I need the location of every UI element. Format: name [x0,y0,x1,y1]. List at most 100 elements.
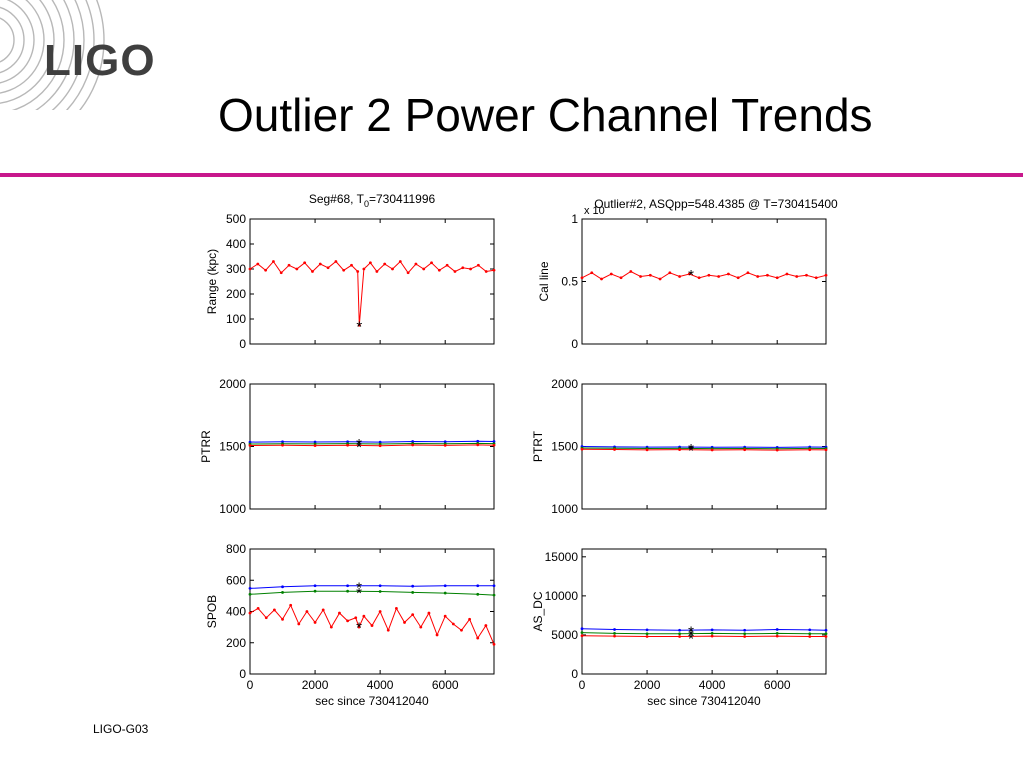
data-point [378,444,382,448]
data-point [411,591,415,594]
y-axis-label: Cal line [537,261,551,301]
data-point [707,273,711,277]
axis-exponent: x 10 [584,205,605,217]
ligo-logo: LIGO [44,36,156,85]
data-point [248,592,252,596]
y-tick-label: 1500 [551,440,578,454]
x-tick-label: 0 [579,678,586,692]
data-point [321,608,325,612]
plot-title-tail: =730411996 [369,192,436,206]
data-point [645,635,649,638]
data-point [697,276,701,280]
data-point [279,271,283,275]
data-point [375,270,379,273]
series-line-3 [581,635,826,638]
outlier-marker: * [356,585,362,602]
data-point [326,266,330,270]
data-point [743,632,747,636]
data-point [743,628,747,632]
data-point [710,634,714,638]
y-tick-label: 800 [226,542,246,556]
data-point [427,611,431,615]
y-tick-label: 0 [571,667,578,681]
data-point [443,584,447,588]
data-point [805,273,808,277]
data-point [354,616,358,620]
data-point [281,443,284,447]
data-point [736,276,740,280]
data-point [727,272,730,276]
y-tick-label: 0.5 [561,275,578,289]
plot-frame [581,548,827,675]
data-point [264,268,268,272]
data-point [460,628,463,632]
outlier-marker: * [688,627,694,644]
y-tick-label: 2000 [551,377,578,391]
y-tick-label: 500 [226,212,246,226]
data-point [824,632,828,636]
data-point [492,268,496,272]
data-point [411,443,415,447]
y-tick-label: 0 [239,667,246,681]
data-point [645,448,649,452]
outlier-marker: * [356,619,362,636]
outlier-marker: * [688,441,694,458]
data-point [386,628,390,632]
data-point [645,628,649,632]
data-point [743,448,747,452]
plot-title-main: Seg#68, T [309,192,365,206]
data-point [318,262,322,266]
x-axis-label: sec since 730412040 [315,694,429,708]
data-point [368,261,372,265]
data-point [350,263,353,267]
data-point [329,625,333,629]
data-point [492,440,496,443]
data-point [411,584,415,588]
data-point [435,633,439,637]
y-tick-label: 10000 [545,589,579,603]
data-point [492,593,496,597]
y-axis-label: SPOB [205,595,219,628]
data-point [808,628,812,632]
x-tick-label: 2000 [302,678,329,692]
series-line-1 [581,270,827,280]
data-point [313,589,317,593]
plot-title-subscript: 0 [364,199,369,209]
data-point [766,273,769,277]
data-point [281,585,284,589]
data-point [756,275,760,278]
data-point [445,263,449,267]
series-line-2 [249,442,495,445]
data-point [378,590,382,593]
slide-footer: LIGO-G03 [93,722,149,736]
data-point [476,263,480,267]
data-point [411,440,415,443]
data-point [678,635,681,638]
data-point [492,584,496,588]
data-point [678,632,681,636]
data-point [289,603,293,607]
data-point [484,270,488,273]
data-point [346,584,349,588]
plot-panel-2: 0 0.5 1 * Cal line Outlier#2, ASQpp=548.4385 … [537,197,838,351]
data-point [461,266,465,270]
data-point [775,628,779,631]
data-point [295,267,299,271]
data-point [281,591,284,594]
data-point [580,634,584,638]
data-point [613,634,616,638]
data-point [775,448,779,452]
data-point [476,439,480,443]
x-axis-label: sec since 730412040 [647,694,761,708]
data-point [273,608,276,612]
data-point [357,323,361,327]
y-tick-label: 200 [226,636,246,650]
x-tick-label: 4000 [699,678,726,692]
data-point [808,635,812,638]
outlier-marker: * [356,580,362,597]
data-point [334,260,338,263]
y-tick-label: 5000 [551,628,578,642]
data-point [248,611,252,615]
